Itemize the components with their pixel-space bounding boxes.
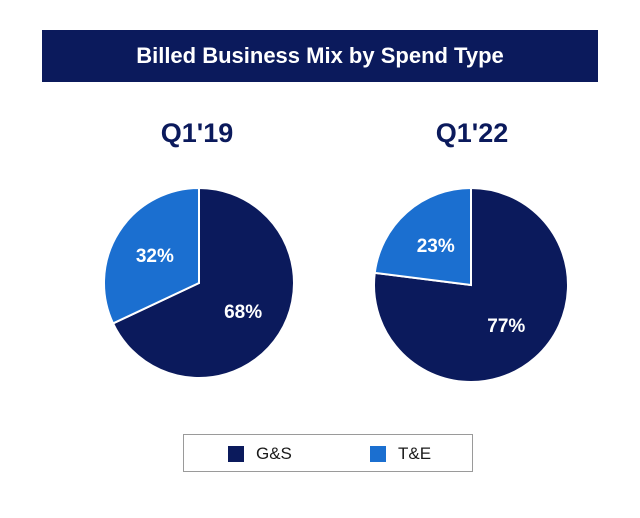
pie-slice-gs [111, 186, 295, 379]
pie-slice-te [373, 186, 472, 287]
legend-swatch-gs [228, 446, 244, 462]
legend-item-te: T&E [370, 444, 431, 464]
chart-title: Billed Business Mix by Spend Type [136, 43, 504, 68]
chart-legend: G&S T&E [183, 434, 473, 472]
pie-chart-q1-22: 77% 23% [373, 186, 569, 383]
legend-label-gs: G&S [256, 444, 292, 463]
legend-label-te: T&E [398, 444, 432, 463]
pie-slice-label-gs: 77% [487, 316, 525, 337]
pie-slice-label-gs: 68% [224, 302, 262, 323]
pie-title-q1-19: Q1'19 [160, 118, 234, 148]
legend-swatch-te [370, 446, 386, 462]
pie-slice-label-te: 23% [417, 236, 455, 257]
pie-slice-te [103, 186, 200, 325]
legend-item-gs: G&S [228, 444, 292, 464]
pie-slice-label-te: 32% [136, 246, 174, 267]
chart-title-banner: Billed Business Mix by Spend Type [42, 30, 598, 82]
pie-chart-q1-19: 68% 32% [103, 186, 295, 379]
pie-title-q1-22: Q1'22 [435, 118, 509, 148]
